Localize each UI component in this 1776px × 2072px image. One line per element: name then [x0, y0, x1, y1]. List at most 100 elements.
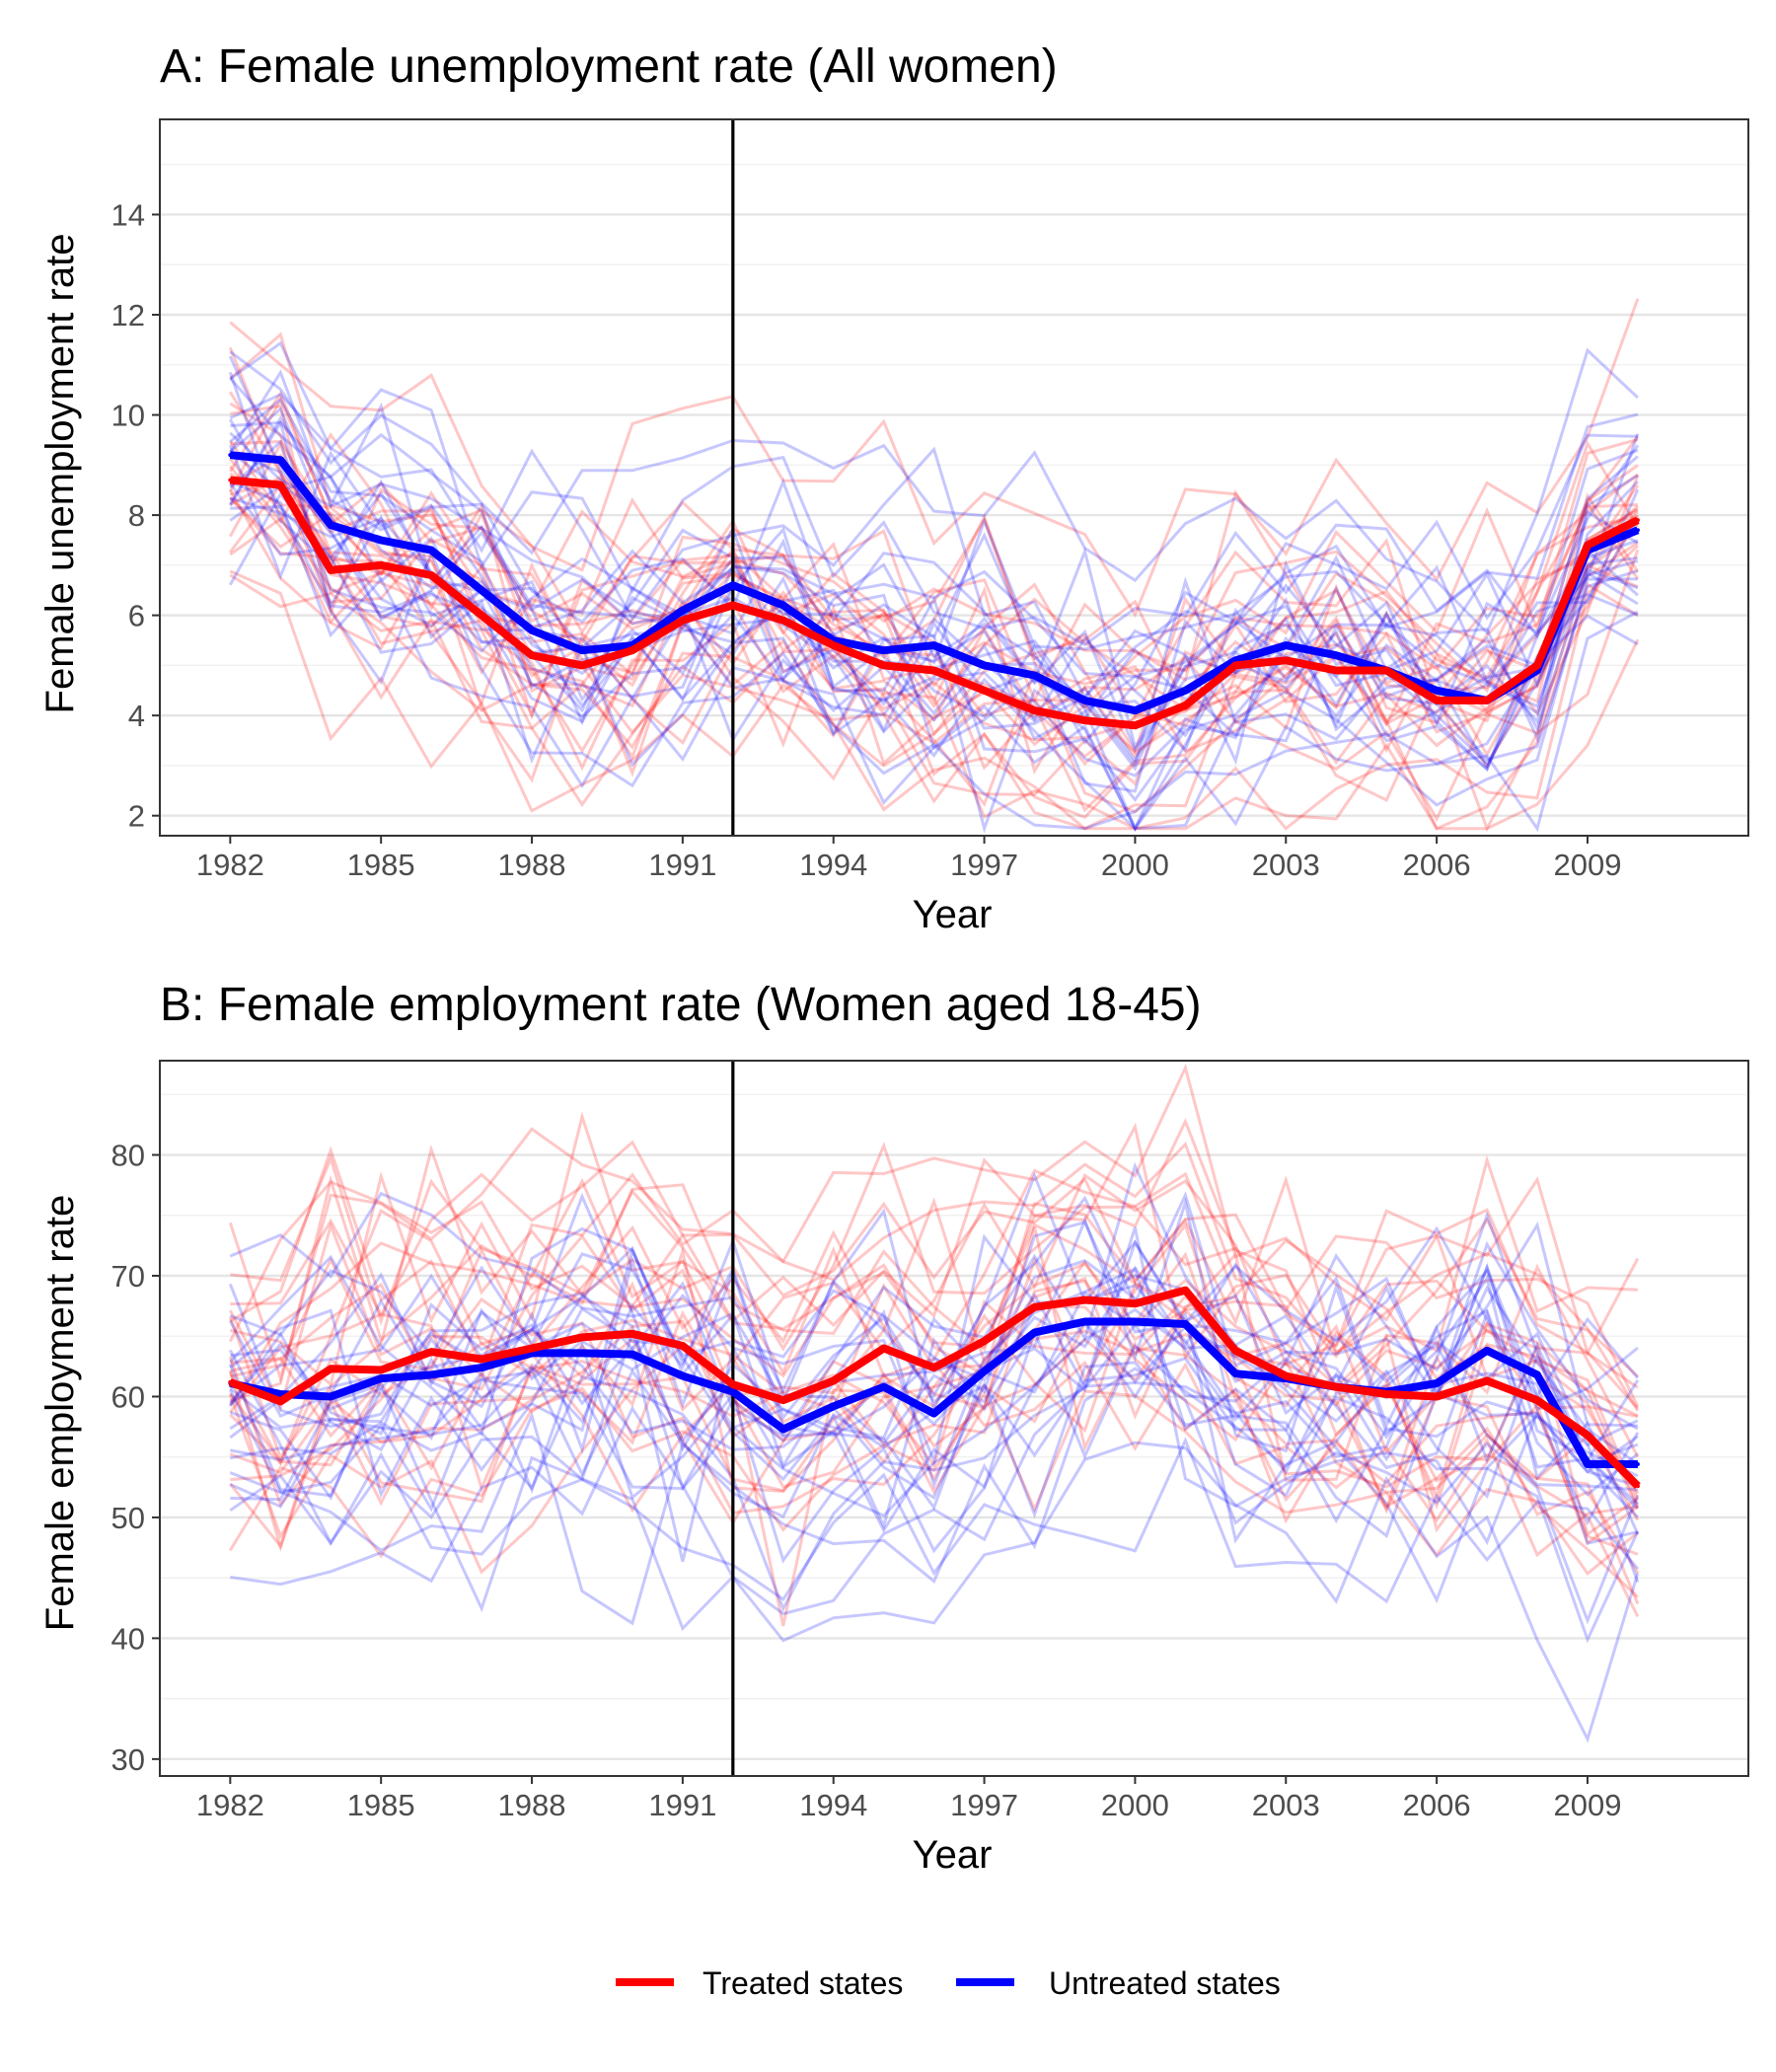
- panel-b-x-axis-title: Year: [913, 1833, 993, 1877]
- data-point-untreated-1983: [278, 1392, 283, 1397]
- data-point-treated-1996: [931, 668, 936, 673]
- data-point-untreated-1985: [379, 538, 384, 543]
- data-point-untreated-2008: [1535, 1372, 1540, 1377]
- state-line-treated: [229, 474, 1640, 742]
- state-line-untreated: [229, 439, 1639, 793]
- data-point-untreated-1997: [982, 663, 987, 668]
- x-tick-label: 1997: [950, 1788, 1018, 1822]
- panel-a-y-axis: 2 4 6 8 10 12 14: [111, 197, 160, 834]
- data-point-treated-2004: [1334, 1384, 1339, 1389]
- state-line-untreated: [229, 1267, 1639, 1497]
- data-point-treated-2000: [1133, 1301, 1138, 1306]
- data-point-untreated-1989: [579, 1351, 584, 1356]
- panel-a-x-axis: 1982 1985 1988 1991 1994 1997 2000 2003 2006 2009: [196, 836, 1621, 882]
- data-point-treated-2009: [1585, 543, 1590, 548]
- data-point-untreated-1989: [579, 648, 584, 653]
- state-line-untreated: [229, 407, 1640, 772]
- data-point-untreated-1999: [1082, 1319, 1087, 1324]
- state-line-treated: [230, 1153, 1640, 1412]
- data-point-treated-1994: [831, 643, 836, 648]
- panel-a-x-axis-title: Year: [913, 893, 993, 936]
- panel-b-y-axis-title: Female employment rate: [38, 1195, 82, 1631]
- state-line-treated: [228, 346, 1639, 767]
- state-line-untreated: [230, 1292, 1639, 1562]
- data-point-treated-2010: [1635, 1484, 1640, 1489]
- x-tick-label: 2000: [1101, 1788, 1169, 1822]
- y-tick-label: 80: [111, 1139, 145, 1173]
- state-line-untreated: [229, 420, 1639, 753]
- state-line-treated: [230, 1197, 1639, 1455]
- y-tick-label: 60: [111, 1379, 145, 1414]
- data-point-treated-2003: [1284, 1373, 1289, 1378]
- data-point-treated-1993: [780, 618, 785, 623]
- state-line-untreated: [230, 1308, 1639, 1613]
- data-point-treated-2002: [1233, 663, 1238, 668]
- data-point-treated-1986: [429, 573, 434, 577]
- data-point-untreated-1984: [329, 523, 333, 528]
- data-point-treated-2004: [1334, 668, 1339, 673]
- state-line-untreated: [230, 504, 1639, 831]
- state-line-untreated: [229, 1221, 1639, 1447]
- state-line-treated: [229, 402, 1638, 738]
- data-point-treated-2003: [1284, 658, 1289, 663]
- state-line-treated: [228, 1117, 1639, 1395]
- state-line-untreated: [229, 1437, 1640, 1604]
- state-line-treated: [229, 482, 1640, 833]
- y-tick-label: 6: [128, 599, 145, 633]
- state-line-untreated: [229, 1291, 1640, 1584]
- data-point-untreated-2006: [1435, 1380, 1440, 1385]
- state-line-treated: [229, 1122, 1638, 1407]
- data-point-untreated-2007: [1485, 1348, 1490, 1353]
- state-line-untreated: [228, 1161, 1639, 1438]
- x-tick-label: 1985: [347, 1788, 415, 1822]
- state-line-untreated: [229, 1221, 1638, 1455]
- data-point-untreated-1993: [780, 603, 785, 608]
- data-point-untreated-1987: [480, 588, 484, 593]
- x-tick-label: 1997: [950, 848, 1018, 882]
- state-line-untreated: [229, 481, 1639, 833]
- state-line-treated: [229, 1221, 1639, 1511]
- data-point-treated-1999: [1082, 1297, 1087, 1302]
- panel-b-gridlines: [160, 1093, 1748, 1761]
- data-point-untreated-2001: [1183, 1321, 1188, 1326]
- panel-a-title: A: Female unemployment rate (All women): [160, 40, 1058, 93]
- x-tick-label: 1982: [196, 848, 264, 882]
- panel-b-y-axis: 30 40 50 60 70 80: [111, 1139, 160, 1777]
- state-line-treated: [229, 1141, 1639, 1389]
- legend: Treated states Untreated states: [616, 1965, 1281, 2001]
- data-point-untreated-2000: [1133, 1319, 1138, 1324]
- data-point-treated-1994: [831, 1378, 836, 1383]
- panel-a-unemployment: A: Female unemployment rate (All women) …: [38, 40, 1749, 936]
- state-line-treated: [229, 1336, 1639, 1558]
- data-point-untreated-1994: [831, 1404, 836, 1409]
- x-tick-label: 2000: [1101, 848, 1169, 882]
- data-point-treated-2001: [1183, 1288, 1188, 1293]
- state-line-untreated: [229, 1226, 1639, 1465]
- state-line-untreated: [228, 444, 1639, 753]
- data-point-untreated-1995: [881, 1384, 886, 1389]
- state-line-treated: [229, 1209, 1640, 1509]
- y-tick-label: 30: [111, 1742, 145, 1777]
- data-point-untreated-1987: [480, 1366, 484, 1370]
- x-tick-label: 2003: [1252, 848, 1320, 882]
- x-tick-label: 2009: [1553, 848, 1621, 882]
- data-point-treated-1991: [680, 618, 685, 623]
- state-line-treated: [229, 390, 1639, 756]
- data-point-untreated-1988: [530, 628, 535, 632]
- panel-a-plot-frame: [159, 118, 1749, 837]
- data-point-treated-1998: [1032, 1304, 1037, 1309]
- state-line-untreated: [229, 340, 1638, 700]
- data-point-treated-2009: [1585, 1433, 1590, 1438]
- data-point-treated-1997: [982, 1339, 987, 1344]
- panel-a-gridlines: [160, 163, 1748, 817]
- state-line-untreated: [228, 491, 1638, 831]
- state-line-untreated: [229, 1307, 1639, 1604]
- data-point-treated-1988: [530, 1346, 535, 1351]
- data-point-treated-2005: [1384, 1392, 1389, 1397]
- x-tick-label: 2009: [1553, 1788, 1621, 1822]
- panel-a-mean-lines: [228, 451, 1640, 730]
- y-tick-label: 4: [128, 699, 145, 733]
- state-line-treated: [229, 569, 1640, 831]
- state-line-treated: [229, 516, 1639, 831]
- state-line-untreated: [230, 1327, 1640, 1644]
